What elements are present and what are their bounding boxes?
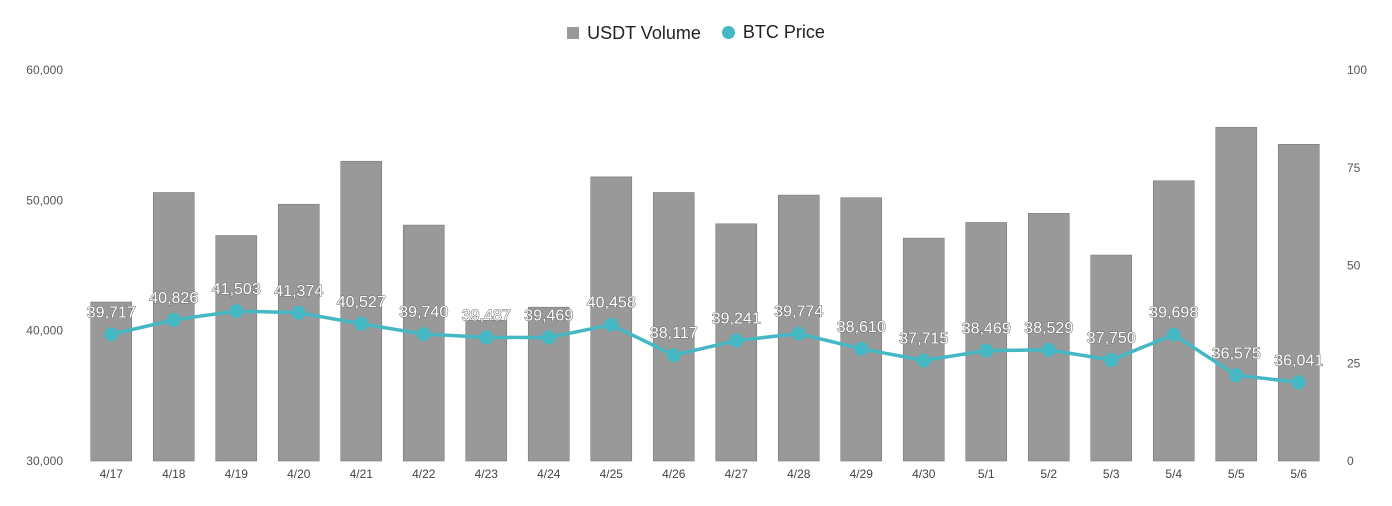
legend-swatch-usdt-volume xyxy=(567,27,580,39)
x-axis-tick-label: 4/17 xyxy=(100,467,124,481)
data-label-btc-price: 40,527 xyxy=(337,294,386,311)
point-btc-price xyxy=(291,305,306,320)
line-btc-price xyxy=(110,309,1299,385)
data-label-btc-price: 39,469 xyxy=(524,308,573,325)
left-axis-tick-label: 40,000 xyxy=(26,324,63,338)
bar-usdt-volume xyxy=(1277,143,1320,462)
point-btc-price xyxy=(229,304,244,319)
chart-legend: USDT Volume BTC Price xyxy=(0,22,1392,44)
bar-usdt-volume xyxy=(652,192,695,462)
bar-usdt-volume xyxy=(840,197,883,462)
x-axis-tick-label: 5/5 xyxy=(1228,467,1245,481)
bar-usdt-volume xyxy=(902,237,945,462)
point-btc-price xyxy=(479,330,494,345)
point-btc-price xyxy=(666,348,681,363)
right-y-axis: 0 25 50 75 100 xyxy=(1347,63,1367,468)
bar-usdt-volume xyxy=(1215,127,1258,462)
point-btc-price xyxy=(1229,368,1244,383)
legend-item-usdt-volume[interactable]: USDT Volume xyxy=(567,23,701,44)
legend-item-btc-price[interactable]: BTC Price xyxy=(721,22,825,43)
left-axis-tick-label: 30,000 xyxy=(26,454,63,468)
data-label-btc-price: 37,715 xyxy=(899,330,948,347)
x-axis-tick-label: 5/2 xyxy=(1040,467,1057,481)
x-axis-tick-label: 4/19 xyxy=(225,467,249,481)
bar-usdt-volume xyxy=(402,224,445,462)
x-axis-tick-label: 4/20 xyxy=(287,467,311,481)
x-axis-tick-label: 4/26 xyxy=(662,467,686,481)
x-axis-tick-label: 4/18 xyxy=(162,467,186,481)
point-btc-price xyxy=(541,330,556,345)
data-label-btc-price: 39,698 xyxy=(1149,305,1198,322)
x-axis-tick-label: 4/29 xyxy=(850,467,874,481)
point-btc-price xyxy=(166,312,181,327)
bar-usdt-volume xyxy=(1027,213,1070,462)
x-axis-tick-label: 4/30 xyxy=(912,467,936,481)
right-axis-tick-label: 50 xyxy=(1347,259,1361,273)
x-axis-tick-label: 4/23 xyxy=(475,467,499,481)
x-axis-tick-label: 4/24 xyxy=(537,467,561,481)
data-label-btc-price: 36,041 xyxy=(1274,352,1323,369)
bar-usdt-volume xyxy=(90,301,133,462)
point-btc-price xyxy=(1166,327,1181,342)
bar-usdt-volume xyxy=(215,235,258,462)
data-label-btc-price: 40,826 xyxy=(149,290,198,307)
x-axis-tick-label: 5/6 xyxy=(1290,467,1307,481)
bar-usdt-volume xyxy=(965,222,1008,462)
data-label-btc-price: 39,717 xyxy=(87,304,136,321)
data-label-btc-price: 39,740 xyxy=(399,304,448,321)
x-axis-tick-label: 4/22 xyxy=(412,467,436,481)
data-label-btc-price: 39,241 xyxy=(712,311,761,328)
data-label-btc-price: 37,750 xyxy=(1087,330,1136,347)
data-label-btc-price: 38,529 xyxy=(1024,320,1073,337)
point-btc-price xyxy=(604,317,619,332)
x-axis-tick-label: 5/4 xyxy=(1165,467,1182,481)
data-label-btc-price: 41,503 xyxy=(212,281,261,298)
left-axis-tick-label: 60,000 xyxy=(26,63,63,77)
x-axis-tick-label: 5/1 xyxy=(978,467,995,481)
point-btc-price xyxy=(791,326,806,341)
legend-label-btc-price: BTC Price xyxy=(742,22,825,42)
point-btc-price xyxy=(1041,342,1056,357)
line-series-btc-price xyxy=(104,304,1306,390)
x-axis-tick-label: 4/27 xyxy=(725,467,749,481)
x-axis: 4/17 4/18 4/19 4/20 4/21 4/22 4/23 4/24 4/25 4/26… xyxy=(100,467,1308,481)
bar-usdt-volume xyxy=(277,203,320,462)
right-axis-tick-label: 25 xyxy=(1347,356,1361,370)
data-label-btc-price: 41,374 xyxy=(274,283,323,300)
point-btc-price xyxy=(854,341,869,356)
point-btc-price xyxy=(729,333,744,348)
data-label-btc-price: 39,774 xyxy=(774,304,823,321)
legend-swatch-btc-price xyxy=(721,26,735,39)
data-label-btc-price: 38,610 xyxy=(837,319,886,336)
legend-label-usdt-volume: USDT Volume xyxy=(587,22,701,43)
right-axis-tick-label: 100 xyxy=(1347,63,1367,77)
x-axis-tick-label: 5/3 xyxy=(1103,467,1120,481)
data-label-btc-price: 36,575 xyxy=(1212,345,1261,362)
left-axis-tick-label: 50,000 xyxy=(26,193,63,207)
data-label-btc-price: 40,458 xyxy=(587,295,636,312)
point-btc-price xyxy=(1291,375,1306,390)
left-y-axis: 30,000 40,000 50,000 60,000 xyxy=(26,63,63,468)
right-axis-tick-label: 75 xyxy=(1347,161,1361,175)
right-axis-tick-label: 0 xyxy=(1347,454,1354,468)
data-labels-btc-price: 39,717 40,826 41,503 41,374 40,527 39,740 39,4… xyxy=(86,281,1324,370)
x-axis-tick-label: 4/25 xyxy=(600,467,624,481)
x-axis-tick-label: 4/28 xyxy=(787,467,811,481)
point-btc-price xyxy=(416,327,431,342)
point-btc-price xyxy=(354,316,369,331)
bar-usdt-volume xyxy=(1152,180,1195,462)
data-label-btc-price: 39,487 xyxy=(462,307,511,324)
point-btc-price xyxy=(916,353,931,368)
data-label-btc-price: 38,117 xyxy=(650,325,698,342)
bar-usdt-volume xyxy=(527,306,570,462)
x-axis-tick-label: 4/21 xyxy=(350,467,374,481)
bar-usdt-volume xyxy=(340,160,383,462)
point-btc-price xyxy=(1104,352,1119,367)
point-btc-price xyxy=(104,327,119,342)
data-label-btc-price: 38,469 xyxy=(962,321,1011,338)
point-btc-price xyxy=(979,343,994,358)
